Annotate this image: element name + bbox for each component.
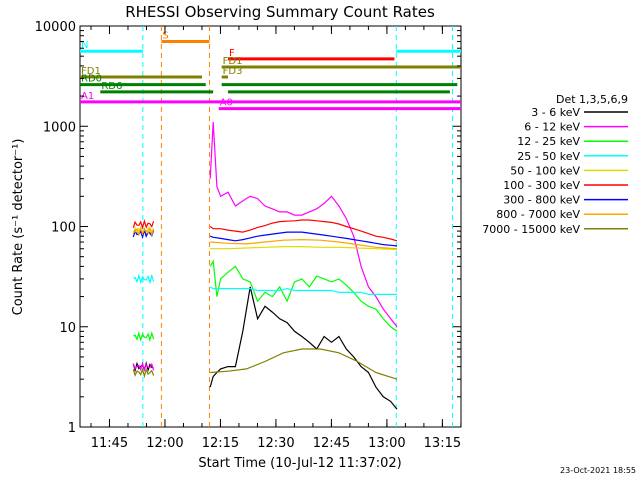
legend-title: Det 1,3,5,6,9 [556, 93, 628, 106]
legend-entry-label: 50 - 100 keV [510, 164, 580, 177]
chart-title: RHESSI Observing Summary Count Rates [125, 3, 435, 21]
legend-entry-label: 100 - 300 keV [503, 179, 580, 192]
series-early-segment [132, 367, 155, 379]
series-line [210, 246, 398, 251]
state-bar-label: FD3 [223, 66, 243, 77]
series-line [209, 286, 398, 410]
x-tick-label: 12:30 [257, 436, 294, 451]
x-tick-label: 12:00 [146, 436, 183, 451]
y-tick-label: 10 [59, 321, 76, 336]
legend-entry-label: 800 - 7000 keV [496, 208, 580, 221]
series-early-segment [133, 273, 155, 285]
y-tick-label: 100 [51, 221, 76, 236]
legend-entry-label: 7000 - 15000 keV [482, 223, 580, 236]
state-bar-label: F [229, 48, 235, 59]
series-line [209, 259, 398, 332]
state-bar-label: A1 [81, 91, 94, 102]
state-bar-label: N [81, 40, 88, 51]
legend-entry-label: 3 - 6 keV [531, 106, 580, 119]
state-bar-label: RD6 [101, 81, 122, 92]
x-tick-label: 13:15 [424, 436, 461, 451]
state-bar-label: S [162, 31, 168, 42]
series-line [209, 122, 398, 328]
legend-entry-label: 300 - 800 keV [503, 194, 580, 207]
legend-entry-label: 12 - 25 keV [517, 135, 580, 148]
state-bar-label: FD1 [223, 56, 243, 67]
series-line [209, 231, 398, 247]
legend-entry-label: 6 - 12 keV [524, 121, 580, 134]
x-axis-label: Start Time (10-Jul-12 11:37:02) [198, 456, 401, 471]
y-axis: 1 10 100 1000 10000 [35, 20, 461, 436]
series-lines [132, 122, 398, 410]
state-bar-label: RD0 [81, 74, 102, 85]
timestamp: 23-Oct-2021 18:55 [560, 466, 636, 475]
vertical-markers [142, 26, 453, 427]
y-tick-label: 1000 [43, 120, 76, 135]
state-bar-label: FD1 [81, 66, 101, 77]
x-tick-label: 12:15 [202, 436, 239, 451]
x-tick-label: 13:00 [368, 436, 405, 451]
series-early-segment [133, 331, 155, 343]
series-early-segment [133, 225, 155, 237]
series-line [210, 348, 398, 380]
series-line [209, 219, 398, 242]
y-tick-label: 1 [68, 421, 76, 436]
x-tick-label: 11:45 [91, 436, 128, 451]
y-axis-label: Count Rate (s⁻¹ detector⁻¹) [11, 139, 26, 316]
series-line [210, 238, 398, 250]
series-early-segment [132, 361, 155, 373]
legend-entry-label: 25 - 50 keV [517, 150, 580, 163]
series-line [209, 286, 397, 295]
state-bar-label: A0 [220, 98, 233, 109]
y-tick-label: 10000 [35, 20, 76, 35]
x-axis: 11:45 12:00 12:15 12:30 12:45 13:00 13:15 [90, 26, 462, 451]
series-early-segment [132, 228, 155, 240]
series-early-segment [132, 218, 155, 230]
x-tick-label: 12:45 [313, 436, 350, 451]
